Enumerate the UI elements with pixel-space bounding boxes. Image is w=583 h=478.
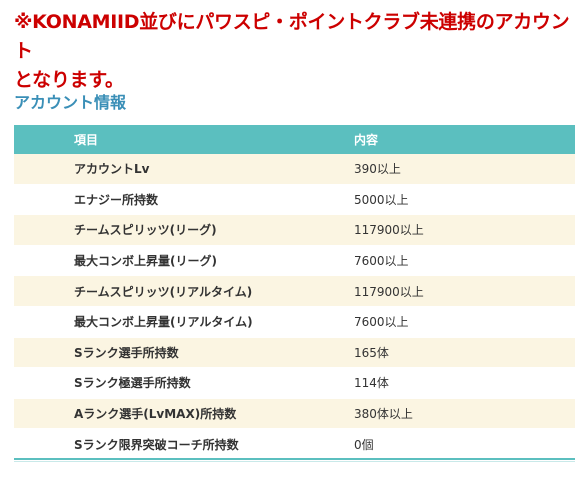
table-header-row: 項目 内容 (14, 125, 575, 154)
row-label: チームスピリッツ(リーグ) (14, 214, 339, 246)
table-row: Sランク限界突破コーチ所持数 0個 (14, 428, 575, 460)
row-label: 最大コンボ上昇量(リーグ) (14, 245, 339, 277)
table-row: Sランク選手所持数 165体 (14, 337, 575, 369)
row-value: 0個 (339, 428, 575, 460)
table-row: エナジー所持数 5000以上 (14, 184, 575, 216)
table-row: アカウントLv 390以上 (14, 154, 575, 185)
table-bottom-border (14, 458, 575, 460)
row-value: 7600以上 (339, 306, 575, 338)
row-label: チームスピリッツ(リアルタイム) (14, 275, 339, 307)
row-label: 最大コンボ上昇量(リアルタイム) (14, 306, 339, 338)
row-label: Sランク極選手所持数 (14, 367, 339, 399)
notice-line-2: となります。 (14, 69, 124, 91)
table-row: Sランク極選手所持数 114体 (14, 367, 575, 399)
row-value: 5000以上 (339, 184, 575, 216)
account-info-table: 項目 内容 アカウントLv 390以上 エナジー所持数 5000以上 チームスピ… (14, 125, 575, 460)
header-item: 項目 (14, 125, 339, 154)
row-value: 117900以上 (339, 214, 575, 246)
row-value: 114体 (339, 367, 575, 399)
row-value: 117900以上 (339, 275, 575, 307)
row-value: 165体 (339, 337, 575, 369)
row-value: 7600以上 (339, 245, 575, 277)
row-label: エナジー所持数 (14, 184, 339, 216)
table-row: チームスピリッツ(リーグ) 117900以上 (14, 214, 575, 246)
row-value: 380体以上 (339, 398, 575, 430)
row-label: Aランク選手(LvMAX)所持数 (14, 398, 339, 430)
row-label: アカウントLv (14, 154, 339, 185)
table-row: 最大コンボ上昇量(リーグ) 7600以上 (14, 245, 575, 277)
section-title: アカウント情報 (14, 93, 127, 112)
row-value: 390以上 (339, 154, 575, 185)
row-label: Sランク選手所持数 (14, 337, 339, 369)
notice-line-1: ※KONAMIID並びにパワスピ・ポイントクラブ未連携のアカウント (14, 11, 570, 62)
header-content: 内容 (339, 125, 575, 154)
table-row: 最大コンボ上昇量(リアルタイム) 7600以上 (14, 306, 575, 338)
table-row: チームスピリッツ(リアルタイム) 117900以上 (14, 275, 575, 307)
notice-text: ※KONAMIID並びにパワスピ・ポイントクラブ未連携のアカウント となります。 (14, 8, 579, 95)
table-bottom-border-light (14, 461, 575, 462)
row-label: Sランク限界突破コーチ所持数 (14, 428, 339, 460)
table-row: Aランク選手(LvMAX)所持数 380体以上 (14, 398, 575, 430)
